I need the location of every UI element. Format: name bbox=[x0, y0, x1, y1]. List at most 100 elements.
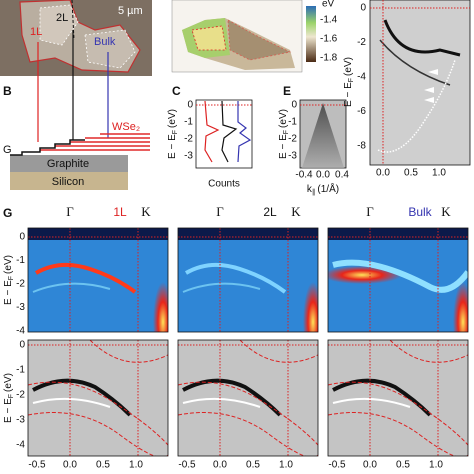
y-tick-label: -4 bbox=[16, 326, 25, 337]
x-tick-label: 1.0 bbox=[432, 168, 446, 179]
y-tick-label: -3 bbox=[16, 302, 25, 313]
layer-label: Graphite bbox=[47, 158, 89, 170]
background bbox=[28, 228, 168, 332]
y-tick-label: 0 bbox=[187, 100, 193, 111]
y-tick-label: 0 bbox=[19, 340, 25, 351]
band bbox=[182, 378, 282, 417]
y-tick-label: 0 bbox=[19, 232, 25, 243]
calc-band bbox=[89, 340, 168, 363]
label-sub: F bbox=[172, 130, 179, 134]
label-sub: ∥ bbox=[312, 188, 316, 196]
x-tick-label: 0.5 bbox=[396, 460, 410, 471]
y-tick-label: 0 bbox=[360, 3, 366, 14]
background bbox=[178, 228, 318, 240]
column-label: 1L bbox=[113, 205, 127, 219]
x-tick-label: 0.5 bbox=[246, 460, 260, 471]
frame bbox=[27, 227, 169, 333]
arpes-image bbox=[178, 340, 318, 456]
label-part: E − E bbox=[167, 134, 178, 159]
column-label: Bulk bbox=[408, 205, 432, 219]
symmetry-label: K bbox=[291, 204, 301, 219]
band bbox=[184, 262, 287, 294]
arpes-wide bbox=[369, 0, 471, 166]
label-part: (eV) bbox=[343, 57, 354, 76]
label-sub: F bbox=[348, 78, 355, 82]
y-tick-label: -4 bbox=[16, 440, 25, 451]
background bbox=[178, 340, 318, 456]
panel-letter: C bbox=[172, 84, 181, 98]
label-part: E − E bbox=[3, 398, 14, 423]
x-tick-label: -0.5 bbox=[328, 460, 346, 471]
frame bbox=[177, 339, 319, 457]
label-part: E − E bbox=[3, 280, 14, 305]
x-tick-label: 0.5 bbox=[96, 460, 110, 471]
x-tick-label: 0.0 bbox=[376, 168, 390, 179]
y-tick-label: -3 bbox=[288, 151, 297, 162]
axis-label: E − EF (eV) bbox=[278, 109, 290, 159]
axis-label: E − EF (eV) bbox=[3, 255, 15, 305]
y-tick-label: -1 bbox=[16, 365, 25, 376]
label-part: (eV) bbox=[3, 255, 14, 274]
label-part: E − E bbox=[278, 134, 289, 159]
y-tick-label: 0 bbox=[291, 100, 297, 111]
arpes-image bbox=[328, 228, 468, 332]
symmetry-label: K bbox=[141, 204, 151, 219]
label-part: (eV) bbox=[3, 373, 14, 392]
band bbox=[332, 378, 432, 417]
y-tick-label: -1 bbox=[184, 117, 193, 128]
y-tick-label: -3 bbox=[184, 151, 193, 162]
background bbox=[328, 340, 468, 456]
y-tick-label: -2 bbox=[357, 37, 366, 48]
background bbox=[28, 340, 168, 456]
y-tick-label: -2 bbox=[16, 390, 25, 401]
symmetry-label: Γ bbox=[66, 204, 74, 219]
x-tick-label: 0.0 bbox=[316, 170, 330, 181]
calc-band bbox=[389, 340, 468, 363]
region-label: 1L bbox=[30, 26, 42, 38]
band bbox=[453, 282, 468, 332]
band bbox=[332, 397, 411, 408]
label-part: (1/Å) bbox=[317, 182, 339, 195]
x-tick-label: 1.0 bbox=[279, 460, 293, 471]
map-image: eV bbox=[171, 0, 335, 73]
band bbox=[182, 397, 261, 408]
contact-label: G bbox=[3, 144, 12, 156]
colorbar-unit: eV bbox=[322, 0, 335, 10]
arpes-cut bbox=[299, 99, 347, 169]
y-tick-label: -1 bbox=[16, 255, 25, 266]
x-tick-label: -0.4 bbox=[295, 170, 313, 181]
panel-letter: G bbox=[3, 206, 12, 220]
column-label: 2L bbox=[263, 205, 277, 219]
arpes-grid bbox=[27, 227, 469, 457]
calc-band bbox=[178, 381, 318, 446]
y-tick-label: -6 bbox=[357, 106, 366, 117]
label-part: k bbox=[307, 184, 313, 195]
arpes-image bbox=[28, 340, 168, 456]
region-label: Bulk bbox=[94, 36, 116, 48]
region-label: 2L bbox=[56, 12, 68, 24]
panel-letter: E bbox=[283, 84, 291, 98]
x-tick-label: 0.0 bbox=[213, 460, 227, 471]
calc-band bbox=[28, 412, 168, 456]
x-tick-label: 0.0 bbox=[363, 460, 377, 471]
y-tick-label: -2 bbox=[16, 279, 25, 290]
y-tick-label: -3 bbox=[16, 415, 25, 426]
y-tick-label: -2 bbox=[184, 134, 193, 145]
label-part: (eV) bbox=[167, 109, 178, 128]
band bbox=[182, 282, 261, 293]
microscope-image: 5 µm 1L 2L Bulk bbox=[0, 0, 152, 142]
spectra-plot: Counts bbox=[195, 99, 253, 190]
axis-label: Counts bbox=[208, 179, 240, 190]
frame bbox=[177, 227, 319, 333]
arpes-image bbox=[178, 228, 318, 332]
axis-label: E − EF (eV) bbox=[343, 57, 355, 107]
calc-band bbox=[178, 412, 318, 456]
layer-label: Silicon bbox=[52, 176, 84, 188]
x-tick-label: 1.0 bbox=[429, 460, 443, 471]
label-part: E − E bbox=[343, 82, 354, 107]
x-tick-label: 0.0 bbox=[63, 460, 77, 471]
label-sub: F bbox=[8, 276, 15, 280]
arpes-image bbox=[28, 228, 168, 332]
axis-label: k∥ (1/Å) bbox=[307, 182, 339, 196]
panel-letter: B bbox=[3, 84, 12, 98]
